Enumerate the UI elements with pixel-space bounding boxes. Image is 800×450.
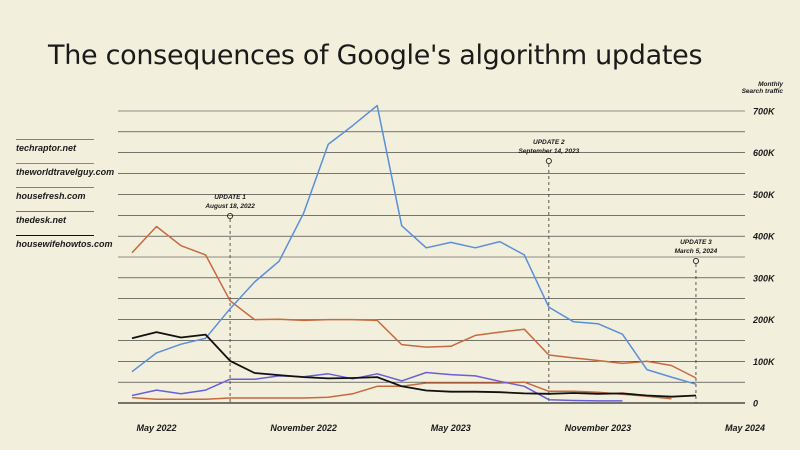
- y-tick-label: 600K: [753, 148, 776, 158]
- y-tick-label: 0: [753, 399, 758, 409]
- legend-swatch: [16, 139, 94, 140]
- x-tick-label: May 2024: [725, 423, 765, 433]
- annotation-title: UPDATE 2: [533, 139, 565, 146]
- x-tick-label: May 2023: [431, 423, 471, 433]
- legend-item: housefresh.com: [16, 187, 126, 211]
- series-line: [131, 104, 697, 385]
- annotation-marker: [545, 157, 552, 165]
- legend-item: thedesk.net: [16, 211, 126, 235]
- y-tick-label: 300K: [753, 273, 776, 283]
- annotation-title: UPDATE 3: [680, 239, 712, 246]
- x-tick-label: May 2022: [137, 423, 177, 433]
- y-axis-title: Monthly: [758, 81, 783, 88]
- annotation-title: UPDATE 1: [214, 194, 246, 201]
- legend-swatch: [16, 211, 94, 212]
- y-tick-label: 700K: [753, 107, 776, 117]
- annotation-subtitle: September 14, 2023: [518, 148, 579, 155]
- legend-label: housefresh.com: [16, 191, 86, 201]
- legend: techraptor.net theworldtravelguy.com hou…: [16, 139, 126, 259]
- y-tick-label: 500K: [753, 190, 776, 200]
- y-tick-label: 100K: [753, 357, 776, 367]
- x-tick-label: November 2022: [270, 423, 337, 433]
- legend-item: housewifehowtos.com: [16, 235, 126, 259]
- chart-title: The consequences of Google's algorithm u…: [48, 40, 703, 71]
- legend-label: techraptor.net: [16, 143, 77, 153]
- series-line: [131, 225, 697, 379]
- legend-label: thedesk.net: [16, 215, 67, 225]
- legend-label: theworldtravelguy.com: [16, 167, 115, 177]
- annotation-subtitle: August 18, 2022: [204, 203, 255, 210]
- legend-swatch: [16, 187, 94, 188]
- y-tick-label: 200K: [752, 315, 776, 325]
- legend-swatch: [16, 235, 94, 236]
- series-line: [131, 331, 697, 398]
- x-tick-label: November 2023: [565, 423, 632, 433]
- series-line: [131, 381, 672, 400]
- annotation-subtitle: March 5, 2024: [675, 248, 718, 255]
- annotation-marker: [227, 212, 234, 220]
- legend-item: techraptor.net: [16, 139, 126, 163]
- y-axis-title: Search traffic: [742, 88, 784, 95]
- legend-swatch: [16, 163, 94, 164]
- annotation-marker: [692, 257, 700, 265]
- legend-item: theworldtravelguy.com: [16, 163, 126, 187]
- legend-label: housewifehowtos.com: [16, 239, 113, 249]
- y-tick-label: 400K: [752, 232, 776, 242]
- series-line: [131, 371, 623, 402]
